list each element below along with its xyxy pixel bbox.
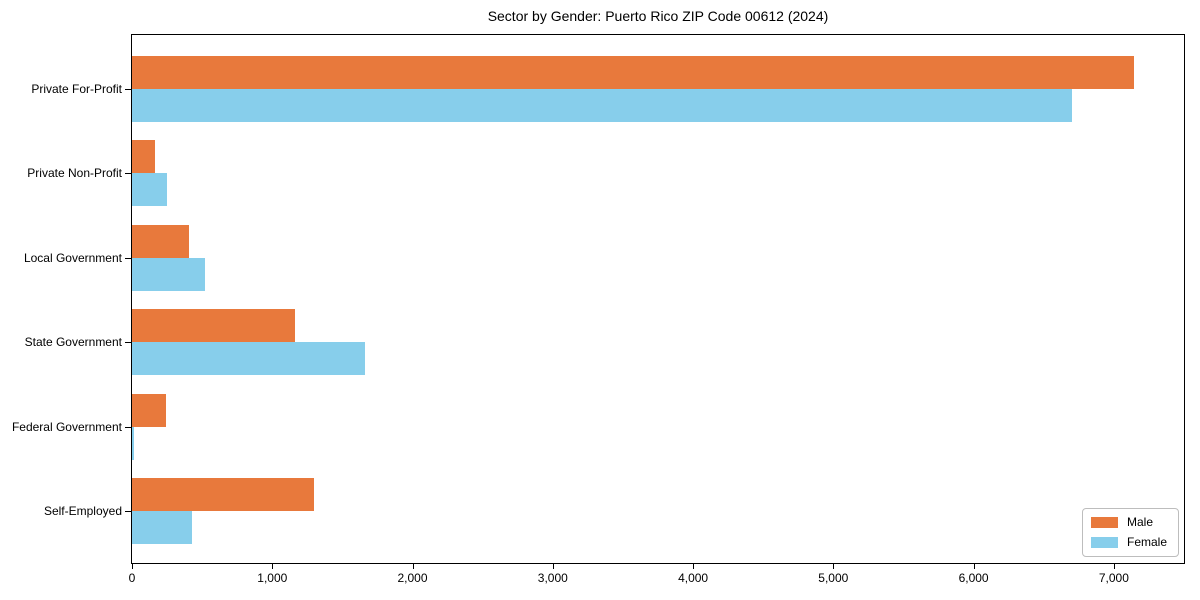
x-axis-tick-label-0: 0: [128, 571, 136, 585]
y-axis-tick: [125, 511, 131, 512]
y-axis-label-3: State Government: [24, 335, 122, 350]
legend-item-female: Female: [1090, 535, 1167, 549]
x-axis-tick-label-7: 7,000: [1098, 571, 1129, 585]
x-axis-tick-label-2: 2,000: [397, 571, 428, 585]
y-axis-tick: [125, 257, 131, 259]
bar-female-1: [132, 173, 168, 207]
y-axis-tick: [125, 426, 131, 428]
y-axis-tick: [125, 173, 131, 175]
bar-male-5: [132, 478, 314, 511]
legend-label-male: Male: [1126, 515, 1153, 529]
x-axis-tick: [833, 564, 835, 569]
bar-male-4: [132, 393, 167, 427]
legend-swatch-female-icon: [1090, 537, 1118, 548]
x-axis-tick: [1113, 564, 1115, 569]
plot-area: Male Female: [131, 34, 1185, 564]
bar-female-0: [132, 89, 1072, 122]
x-axis-tick-label-5: 5,000: [818, 571, 849, 585]
legend-item-male: Male: [1090, 515, 1167, 529]
chart-title: Sector by Gender: Puerto Rico ZIP Code 0…: [487, 8, 829, 24]
legend: Male Female: [1081, 508, 1179, 557]
y-axis-label-1: Private Non-Profit: [27, 166, 122, 181]
bar-female-4: [132, 426, 135, 460]
y-axis-tick: [125, 342, 131, 344]
x-axis-tick: [552, 564, 554, 569]
y-axis-label-2: Local Government: [23, 250, 122, 265]
x-axis-tick-label-4: 4,000: [678, 571, 709, 585]
x-axis-tick: [693, 564, 695, 569]
legend-label-female: Female: [1126, 535, 1167, 549]
bar-male-0: [132, 56, 1134, 89]
bar-male-1: [132, 140, 156, 174]
x-axis-tick-label-3: 3,000: [537, 571, 568, 585]
y-axis-label-5: Self-Employed: [43, 504, 122, 518]
x-axis-tick-label-6: 6,000: [958, 571, 989, 585]
x-axis-tick-label-1: 1,000: [257, 571, 288, 585]
x-axis-tick: [973, 564, 975, 569]
x-axis-tick: [132, 564, 133, 569]
y-axis-label-0: Private For-Profit: [31, 82, 122, 96]
bar-male-3: [132, 309, 295, 343]
bar-female-3: [132, 342, 365, 376]
bar-female-5: [132, 511, 193, 544]
y-axis-label-4: Federal Government: [11, 419, 122, 434]
y-axis-tick: [125, 89, 131, 90]
x-axis-tick: [412, 564, 414, 569]
legend-swatch-male-icon: [1090, 517, 1118, 528]
bar-male-2: [132, 224, 189, 258]
x-axis-tick: [272, 564, 274, 569]
bar-female-2: [132, 257, 205, 291]
